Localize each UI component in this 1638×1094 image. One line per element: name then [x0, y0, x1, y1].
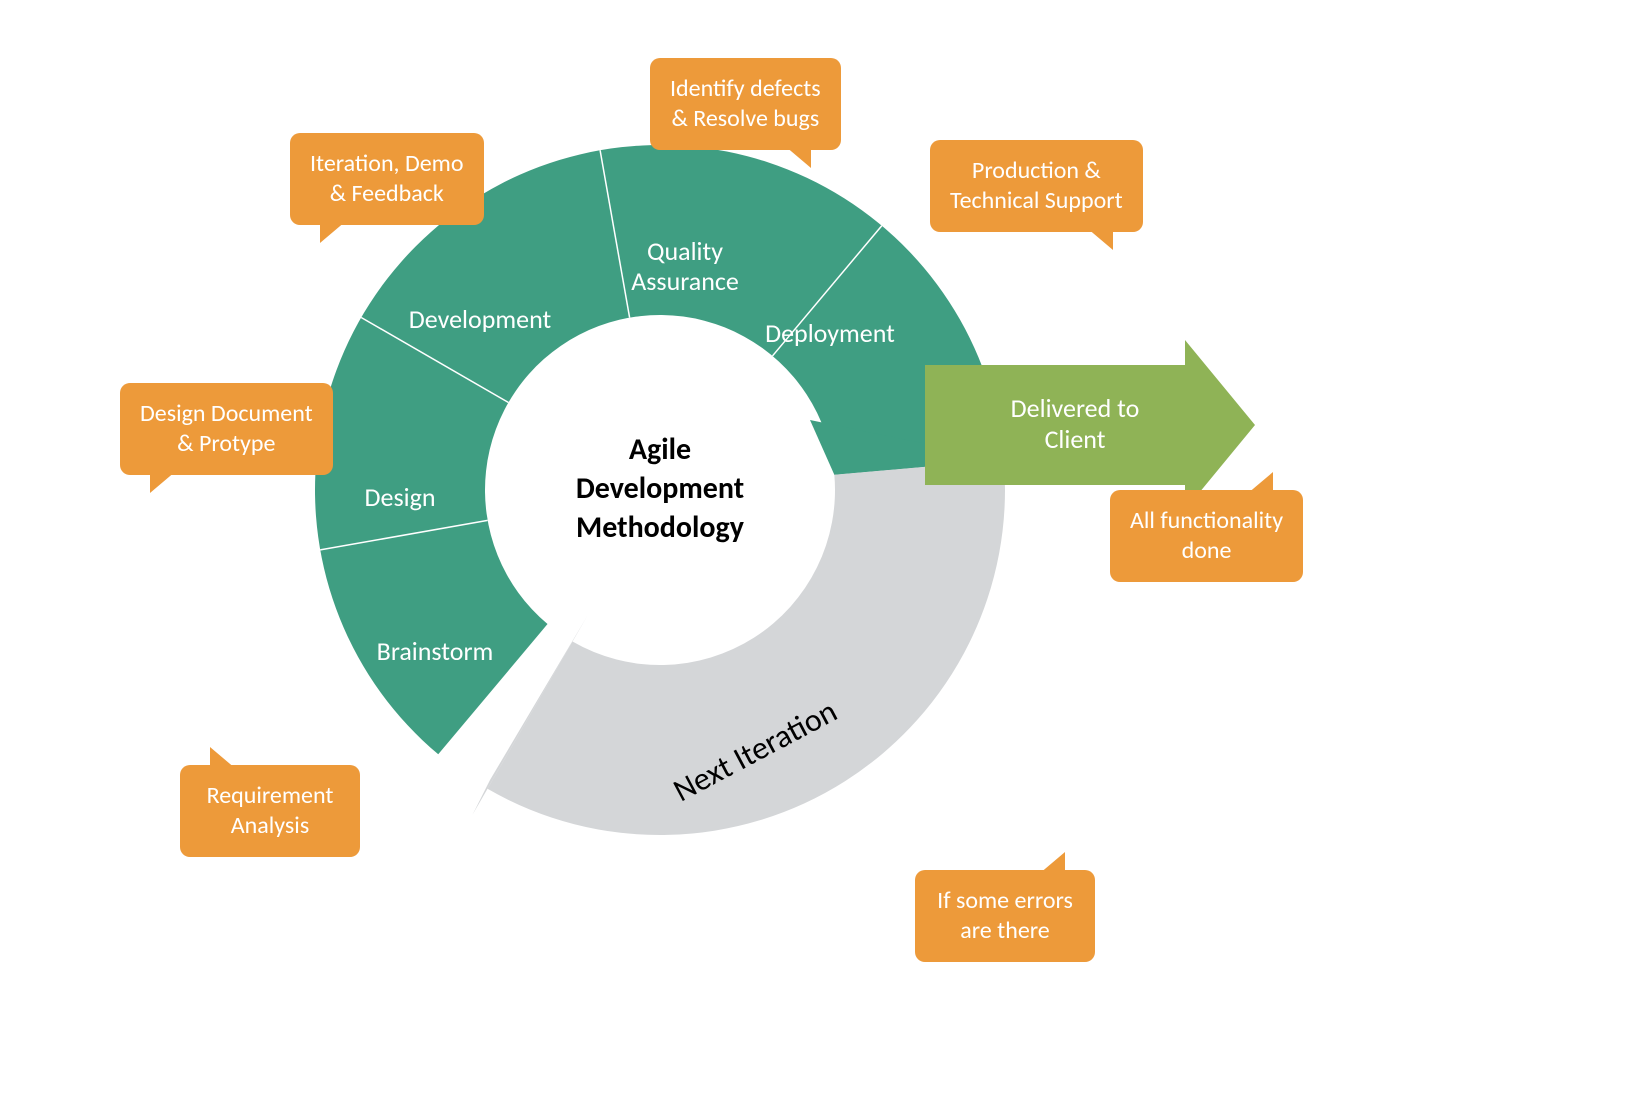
segment-label-deployment: Deployment — [765, 317, 895, 349]
callout-design-doc: Design Document& Protype — [120, 383, 333, 475]
callout-some-errors: If some errorsare there — [915, 870, 1095, 962]
segment-label-brainstorm: Brainstorm — [377, 635, 494, 667]
callout-req-analysis: RequirementAnalysis — [180, 765, 360, 857]
center-title: AgileDevelopmentMethodology — [520, 430, 800, 547]
callout-identify-defects: Identify defects& Resolve bugs — [650, 58, 841, 150]
segment-label-design: Design — [365, 481, 436, 513]
segment-label-qa: QualityAssurance — [631, 235, 739, 297]
segment-label-development: Development — [409, 303, 552, 335]
callout-all-done: All functionalitydone — [1110, 490, 1303, 582]
callout-iteration-demo: Iteration, Demo& Feedback — [290, 133, 484, 225]
callout-prod-support: Production &Technical Support — [930, 140, 1143, 232]
agile-cycle-svg: Brainstorm Design Development QualityAssura… — [0, 0, 1638, 1094]
